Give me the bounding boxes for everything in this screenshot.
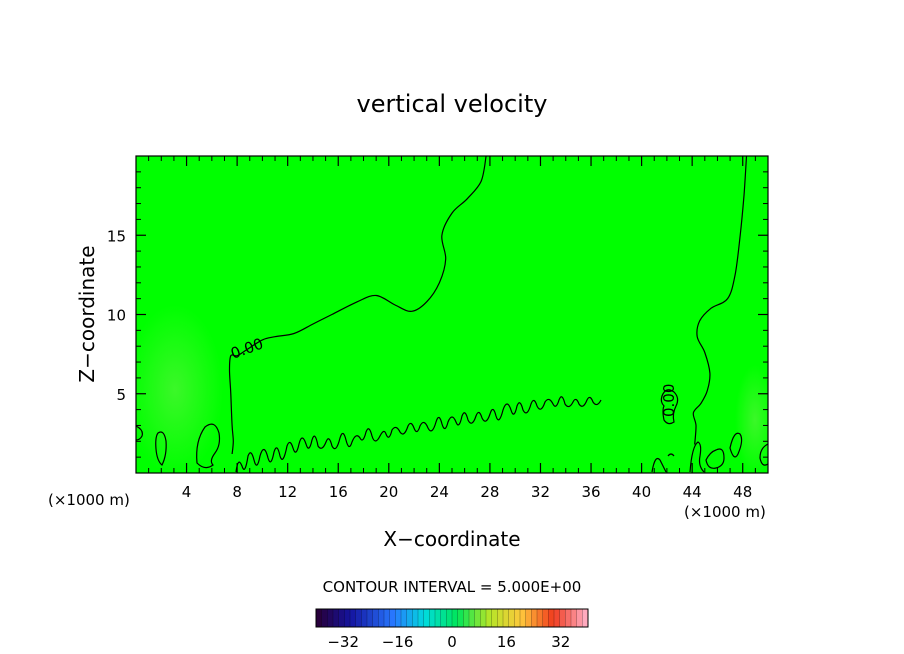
x-tick-label: 12 xyxy=(278,483,297,501)
colorbar-cell xyxy=(418,609,424,627)
colorbar-cell xyxy=(480,609,487,627)
colorbar-cell xyxy=(542,609,549,627)
colorbar-cell xyxy=(463,609,470,627)
colorbar-cell xyxy=(384,609,390,627)
zero-contour-main xyxy=(228,156,487,455)
colorbar-cell xyxy=(423,609,430,627)
colorbar-cell xyxy=(361,609,368,627)
x-tick-label: 28 xyxy=(480,483,499,501)
colorbar-cell xyxy=(327,609,334,627)
x-tick-label: 32 xyxy=(531,483,550,501)
colorbar-cell xyxy=(548,609,555,627)
contour-loop-left-edge xyxy=(136,425,143,441)
y-tick-label: 15 xyxy=(107,227,126,245)
colorbar-cell xyxy=(520,609,526,627)
colorbar-cell xyxy=(514,609,521,627)
y-axis-label: Z−coordinate xyxy=(75,245,99,382)
contour-label: 0.00 xyxy=(660,384,678,417)
colorbar-cell xyxy=(333,609,339,627)
x-tick-label: 20 xyxy=(379,483,398,501)
colorbar-cell xyxy=(367,609,373,627)
plot-area xyxy=(136,156,768,473)
colorbar-tick-label: −32 xyxy=(327,633,359,651)
colorbar-cell xyxy=(316,609,322,627)
y-tick-label: 10 xyxy=(107,307,126,325)
colorbar-cell xyxy=(395,609,402,627)
colorbar-tick-label: 32 xyxy=(551,633,570,651)
chart-title: vertical velocity xyxy=(357,90,548,118)
colorbar-cell xyxy=(582,609,589,627)
shading-patch-right xyxy=(735,365,768,473)
colorbar-cell xyxy=(486,609,492,627)
colorbar-cell xyxy=(406,609,413,627)
x-tick-label: 44 xyxy=(683,483,702,501)
x-tick-label: 40 xyxy=(632,483,651,501)
colorbar-cell xyxy=(508,609,515,627)
colorbar-cell xyxy=(435,609,441,627)
x-unit-left: (×1000 m) xyxy=(48,491,130,509)
colorbar-cell xyxy=(525,609,532,627)
contour-lines xyxy=(136,156,768,473)
colorbar-cell xyxy=(440,609,447,627)
x-tick-label: 48 xyxy=(733,483,752,501)
colorbar-cell xyxy=(321,609,328,627)
colorbar-cell xyxy=(491,609,498,627)
colorbar-cell xyxy=(372,609,379,627)
colorbar-frame xyxy=(315,608,589,628)
colorbar-cell xyxy=(389,609,396,627)
x-tick-label: 16 xyxy=(329,483,348,501)
shading-patch-left xyxy=(136,305,223,473)
colorbar-cell xyxy=(537,609,543,627)
colorbar-cell xyxy=(497,609,504,627)
x-unit-right: (×1000 m) xyxy=(684,503,766,521)
contour-loop-right-b xyxy=(705,448,725,469)
colorbar-cell xyxy=(469,609,475,627)
colorbar-tick-label: 16 xyxy=(497,633,516,651)
colorbar-cell xyxy=(429,609,436,627)
colorbar-cell xyxy=(338,609,345,627)
x-axis: 4 8 12 16 20 24 28 32 36 40 44 48 xyxy=(148,156,756,501)
colorbar-cell xyxy=(554,609,560,627)
colorbar-tick-label: −16 xyxy=(382,633,414,651)
colorbar-cell xyxy=(571,609,577,627)
colorbar-cell xyxy=(446,609,453,627)
colorbar-cell xyxy=(452,609,458,627)
colorbar-tick-label: 0 xyxy=(447,633,457,651)
colorbar-cell xyxy=(503,609,509,627)
colorbar-cell xyxy=(576,609,583,627)
colorbar-cell xyxy=(565,609,572,627)
colorbar xyxy=(315,608,589,628)
y-axis: 5 10 15 xyxy=(107,171,768,458)
colorbar-cell xyxy=(401,609,407,627)
contour-loop-right-edge xyxy=(759,443,768,466)
y-tick-label: 5 xyxy=(116,386,126,404)
colorbar-cell xyxy=(559,609,566,627)
colorbar-cell xyxy=(412,609,419,627)
colorbar-cell xyxy=(350,609,356,627)
colorbar-labels: −32 −16 0 16 32 xyxy=(327,633,570,651)
colorbar-cell xyxy=(457,609,464,627)
x-tick-label: 24 xyxy=(430,483,449,501)
contour-wiggles-bottom xyxy=(235,396,602,473)
field-shading xyxy=(136,305,768,473)
contour-interval: CONTOUR INTERVAL = 5.000E+00 xyxy=(323,578,582,596)
x-tick-label: 8 xyxy=(232,483,242,501)
contour-loop-right-a xyxy=(660,389,679,425)
contour-loop-right-c xyxy=(729,432,743,458)
zero-contour-right xyxy=(692,156,748,445)
contour-loop-lower-left xyxy=(196,423,221,469)
colorbar-cell xyxy=(474,609,481,627)
colorbar-cell xyxy=(378,609,385,627)
colorbar-cell xyxy=(355,609,362,627)
x-tick-label: 36 xyxy=(581,483,600,501)
colorbar-cell xyxy=(344,609,351,627)
contour-wiggles-bottom-right xyxy=(651,441,705,473)
contour-loop-left xyxy=(155,431,167,466)
colorbar-cell xyxy=(531,609,538,627)
x-axis-label: X−coordinate xyxy=(383,527,520,551)
x-tick-label: 4 xyxy=(182,483,192,501)
